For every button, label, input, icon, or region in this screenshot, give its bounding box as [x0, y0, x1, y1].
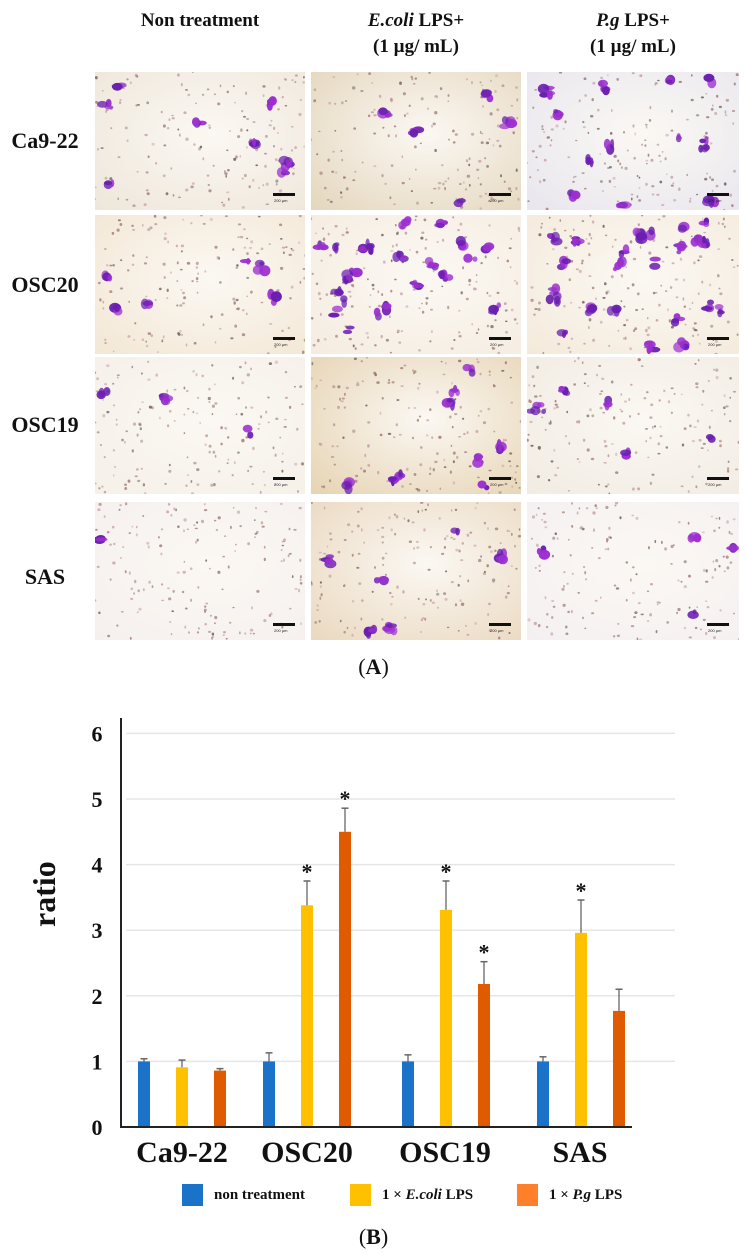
scale-bar: [707, 623, 729, 626]
scale-bar: [273, 193, 295, 196]
scale-bar: [273, 337, 295, 340]
x-category-label: OSC20: [261, 1136, 353, 1169]
micrograph-sas-col2: 200 µm: [311, 502, 521, 640]
legend-swatch-blue: [182, 1184, 203, 1206]
scale-bar-label: 200 µm: [274, 198, 288, 203]
micrograph-osc19-col1: 200 µm: [95, 357, 305, 494]
label-paren-close: ): [381, 654, 389, 679]
figure-label-b: (B): [0, 1224, 747, 1250]
scale-bar-label: 200 µm: [490, 628, 504, 633]
label-letter: A: [365, 654, 382, 679]
y-tick-label: 5: [92, 787, 103, 812]
bar-osc19-series1: [440, 909, 452, 1127]
scale-bar: [489, 337, 511, 340]
y-tick-label: 0: [92, 1115, 103, 1140]
significance-marker: *: [302, 859, 313, 884]
row-label-osc19: OSC19: [11, 412, 79, 437]
label-paren-close: ): [380, 1224, 389, 1249]
column-header-ecoli-lps: E.coli LPS+ (1 µg/ mL): [311, 8, 521, 60]
bar-ca9-22-series1: [176, 1067, 188, 1127]
legend-label: 1 × E.coli LPS: [382, 1186, 474, 1203]
x-category-label: Ca9-22: [136, 1136, 228, 1169]
column-header-line2: (1 µg/ mL): [590, 36, 676, 57]
label-letter: B: [366, 1224, 381, 1249]
figure-label-a: (A): [0, 654, 747, 680]
micrograph-osc20-col1: 200 µm: [95, 215, 305, 354]
bar-osc19-series2: [478, 983, 490, 1127]
scale-bar: [273, 623, 295, 626]
scale-bar-label: 200 µm: [708, 482, 722, 487]
column-header-non-treatment: Non treatment: [95, 8, 305, 34]
column-header-pg-lps: P.g LPS+ (1 µg/ mL): [527, 8, 739, 60]
y-tick-label: 3: [92, 918, 103, 943]
scale-bar-label: 200 µm: [274, 628, 288, 633]
scale-bar-label: 200 µm: [708, 342, 722, 347]
bar-osc19-series0: [402, 1061, 414, 1127]
significance-marker: *: [479, 940, 490, 965]
scale-bar-label: 200 µm: [274, 482, 288, 487]
bar-sas-series0: [537, 1061, 549, 1127]
row-label-sas: SAS: [24, 564, 66, 589]
legend-label: non treatment: [214, 1186, 305, 1203]
bar-ca9-22-series0: [138, 1061, 150, 1127]
bar-ca9-22-series2: [214, 1070, 226, 1127]
y-tick-label: 1: [92, 1049, 103, 1074]
row-label-ca9-22: Ca9-22: [11, 128, 79, 153]
scale-bar: [707, 193, 729, 196]
micrograph-osc20-col3: 200 µm: [527, 215, 739, 354]
column-header-line1: Non treatment: [140, 10, 260, 31]
y-tick-label: 2: [92, 984, 103, 1009]
column-header-line1-italic: P.g: [596, 10, 620, 31]
y-axis-label: ratio: [26, 861, 62, 927]
scale-bar-label: 200 µm: [490, 482, 504, 487]
scale-bar: [273, 477, 295, 480]
label-paren-open: (: [358, 654, 366, 679]
bar-sas-series2: [613, 1010, 625, 1127]
y-tick-label: 6: [92, 721, 103, 746]
significance-marker: *: [576, 878, 587, 903]
label-paren-open: (: [358, 1224, 367, 1249]
scale-bar: [707, 337, 729, 340]
scale-bar-label: 200 µm: [274, 342, 288, 347]
legend-item-non-treatment: non treatment: [182, 1184, 305, 1206]
scale-bar: [489, 623, 511, 626]
legend-item-pg-lps: 1 × P.g LPS: [517, 1184, 622, 1206]
column-header-line1: LPS+: [413, 10, 465, 31]
bar-osc20-series2: [339, 831, 351, 1127]
bar-sas-series1: [575, 932, 587, 1127]
micrograph-sas-col3: 200 µm: [527, 502, 739, 640]
micrograph-osc20-col2: 200 µm: [311, 215, 521, 354]
bar-osc20-series1: [301, 905, 313, 1127]
scale-bar: [489, 193, 511, 196]
legend-swatch-yellow: [350, 1184, 371, 1206]
legend-swatch-orange: [517, 1184, 538, 1206]
micrograph-ca9-22-col1: 200 µm: [95, 72, 305, 210]
micrograph-osc19-col2: 200 µm: [311, 357, 521, 494]
scale-bar-label: 200 µm: [490, 198, 504, 203]
column-header-line2: (1 µg/ mL): [373, 36, 459, 57]
bar-osc20-series0: [263, 1061, 275, 1127]
row-label-osc20: OSC20: [11, 272, 79, 297]
column-header-line1-italic: E.coli: [367, 10, 414, 31]
micrograph-ca9-22-col3: 200 µm: [527, 72, 739, 210]
significance-marker: *: [441, 859, 452, 884]
bar-chart: 0 1 2 3 4 5 6 ratio * * * * * Ca9-22 OSC20 OSC19 SAS: [26, 718, 675, 1169]
scale-bar: [489, 477, 511, 480]
legend-label: 1 × P.g LPS: [549, 1186, 623, 1203]
scale-bar-label: 200 µm: [708, 628, 722, 633]
micrograph-osc19-col3: 200 µm: [527, 357, 739, 494]
scale-bar-label: 200 µm: [490, 342, 504, 347]
legend-item-ecoli-lps: 1 × E.coli LPS: [350, 1184, 473, 1206]
column-header-line1: LPS+: [619, 10, 670, 31]
scale-bar: [707, 477, 729, 480]
x-category-label: OSC19: [399, 1136, 491, 1169]
x-category-label: SAS: [552, 1136, 607, 1169]
micrograph-sas-col1: 200 µm: [95, 502, 305, 640]
micrograph-ca9-22-col2: 200 µm: [311, 72, 521, 210]
y-tick-label: 4: [92, 853, 103, 878]
significance-marker: *: [340, 786, 351, 811]
scale-bar-label: 200 µm: [708, 198, 722, 203]
